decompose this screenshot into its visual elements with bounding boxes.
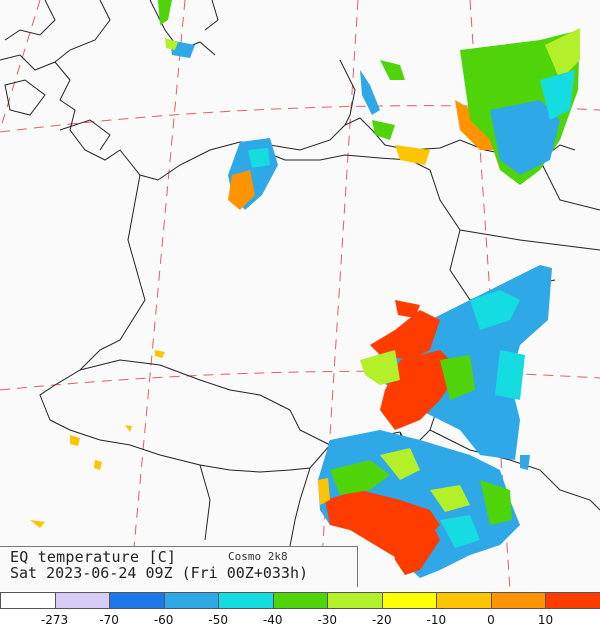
- forecast-datetime: Sat 2023-06-24 09Z (Fri 00Z+033h): [10, 564, 309, 582]
- legend-label: 0: [487, 613, 495, 627]
- legend-swatch: [218, 592, 274, 609]
- legend-label: -50: [208, 613, 228, 627]
- legend-label: -20: [372, 613, 392, 627]
- legend-swatch: [381, 592, 438, 609]
- legend-swatch: [545, 592, 600, 609]
- legend-swatch: [436, 592, 492, 609]
- legend-label: -30: [317, 613, 338, 627]
- legend-label: -10: [426, 613, 447, 627]
- legend-swatch: [327, 592, 383, 609]
- weather-map[interactable]: [0, 0, 600, 590]
- legend-swatch: [0, 592, 56, 609]
- legend-label: 10: [537, 613, 554, 627]
- legend-swatch: [490, 592, 547, 609]
- legend-label: -273: [40, 613, 69, 627]
- legend-swatch: [272, 592, 329, 609]
- legend-label: -40: [262, 613, 283, 627]
- data-overlay: [30, 0, 580, 578]
- map-title: EQ temperature [C]: [10, 548, 177, 566]
- map-label-box: [0, 546, 358, 587]
- color-legend: -273 -70 -60 -50 -40 -30 -20 -10 0 10: [0, 590, 600, 640]
- model-name: Cosmo 2k8: [228, 550, 288, 563]
- legend-swatch: [54, 592, 111, 609]
- map-canvas: [0, 0, 600, 590]
- legend-swatch: [163, 592, 220, 609]
- legend-swatch: [109, 592, 165, 609]
- legend-label: -70: [99, 613, 119, 627]
- legend-label: -60: [153, 613, 174, 627]
